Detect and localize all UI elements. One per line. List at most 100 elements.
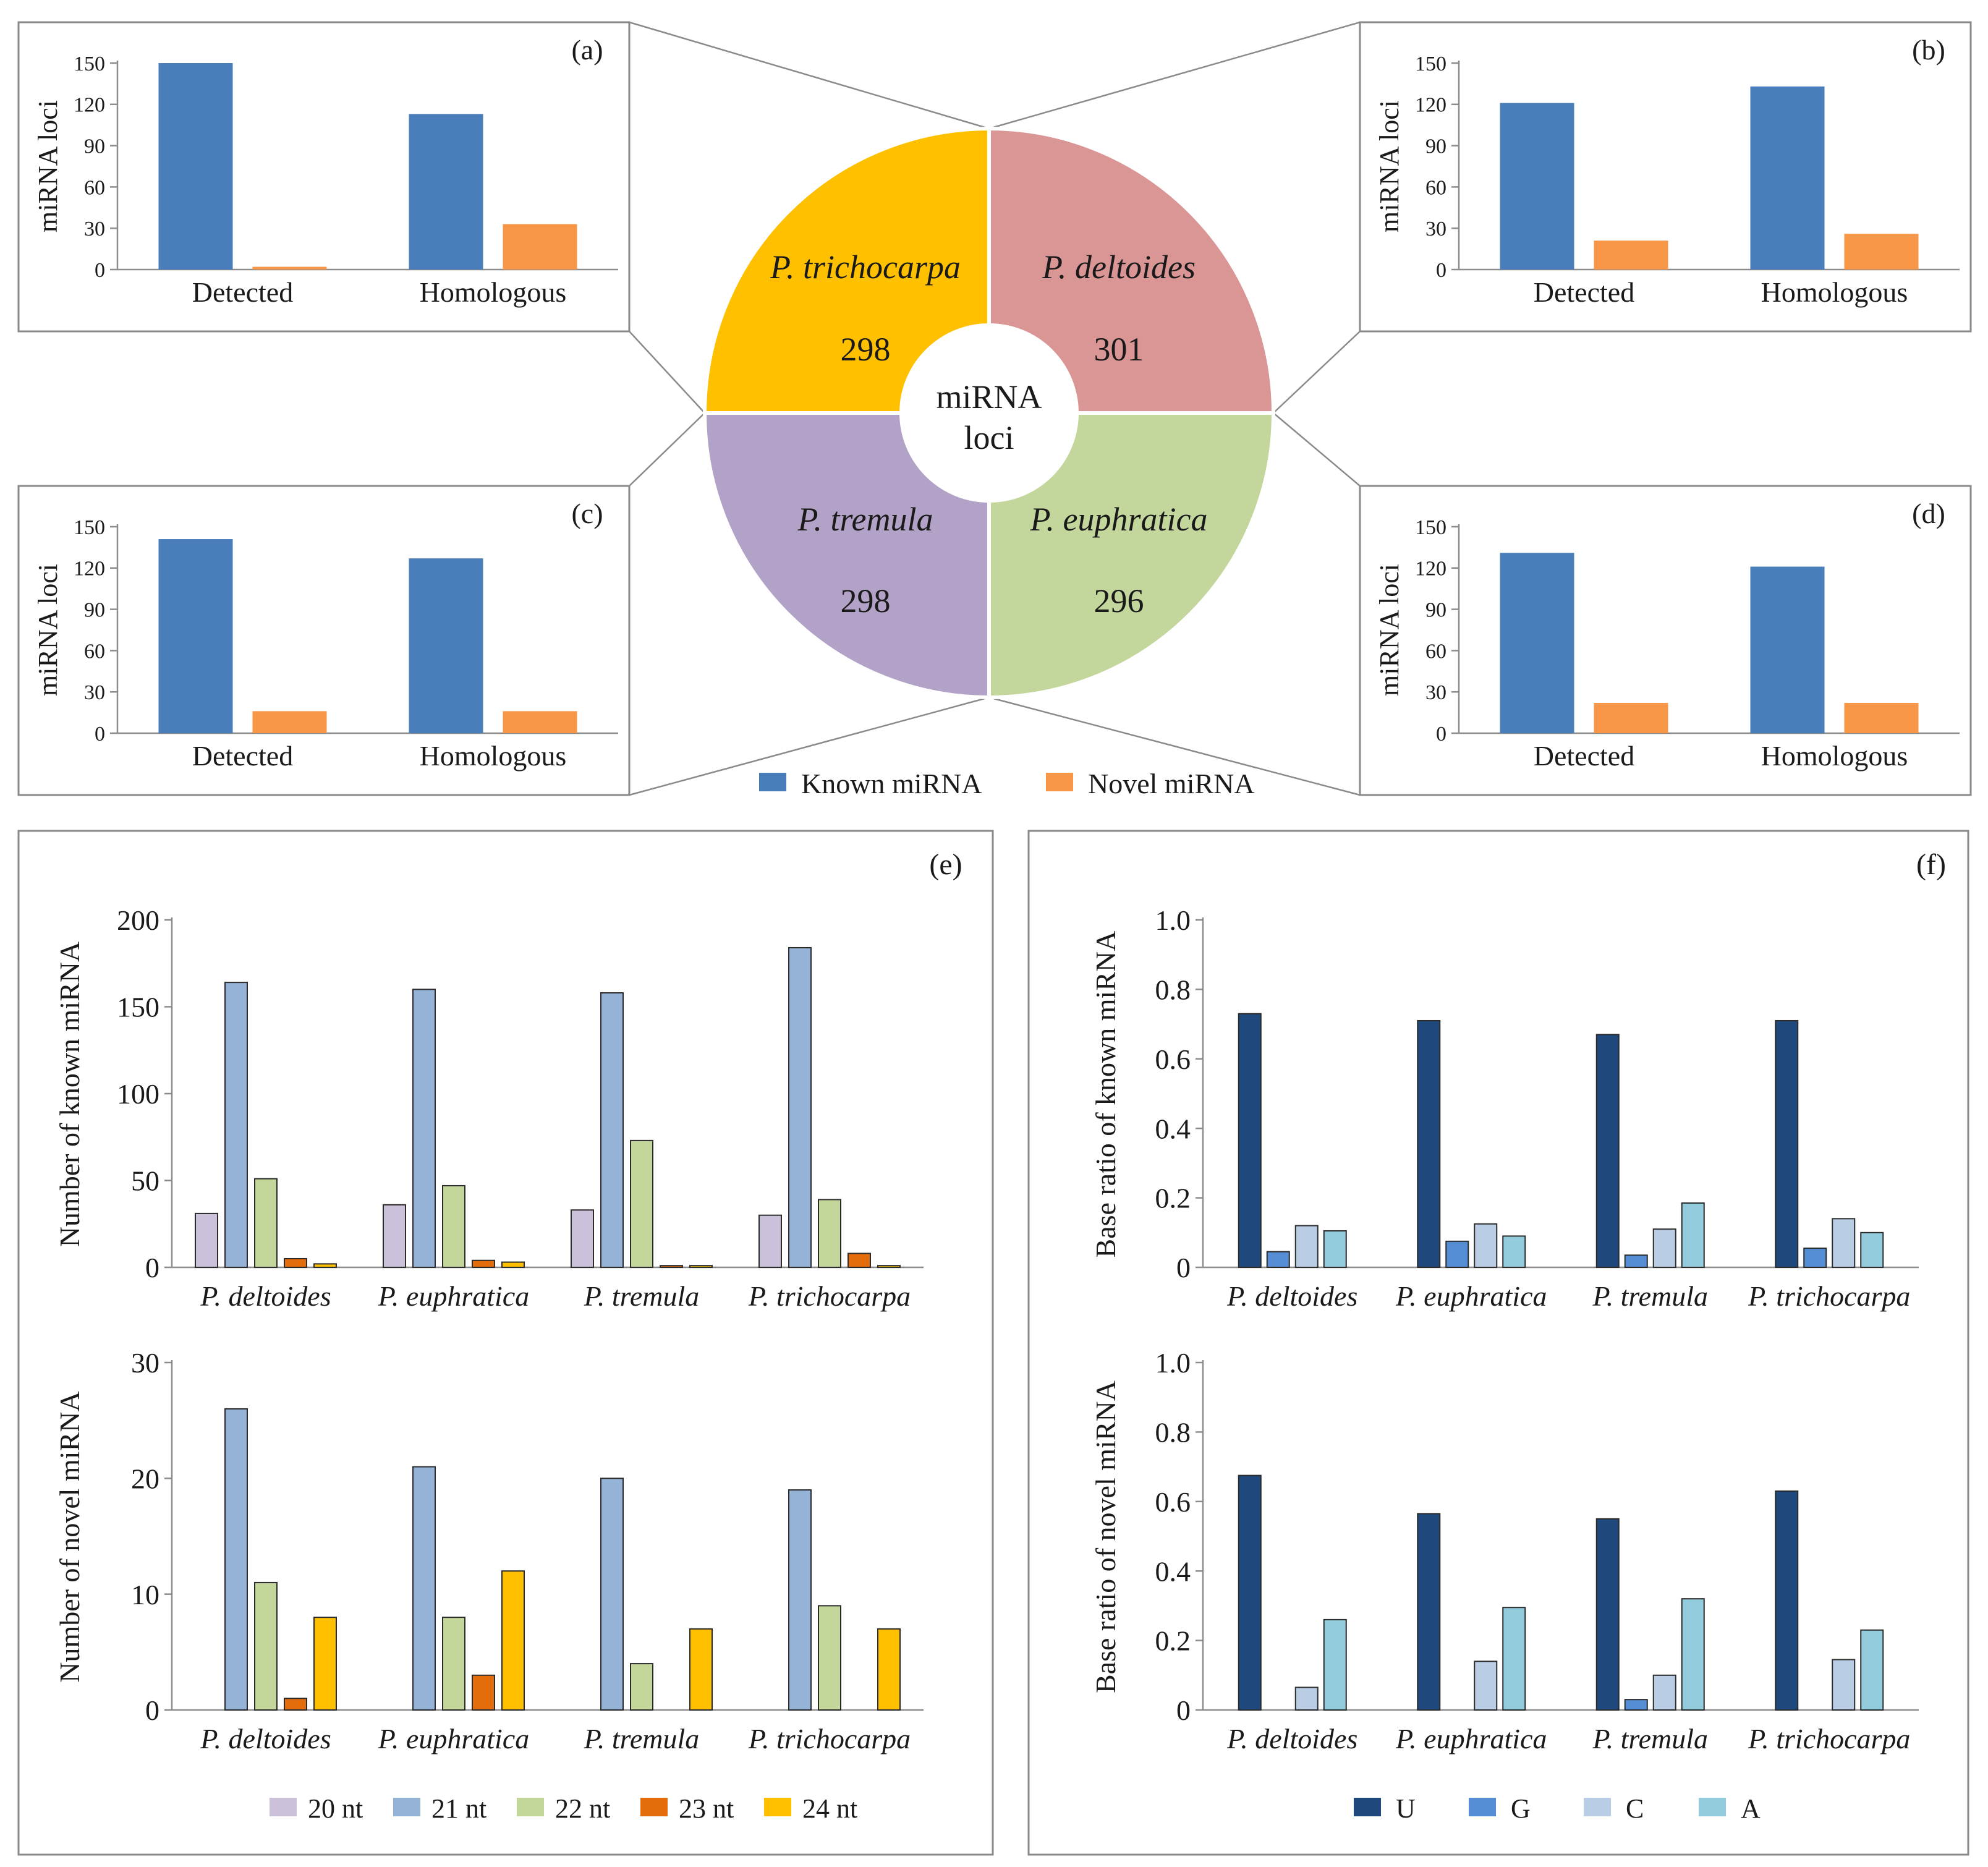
connector-line [1273, 412, 1361, 487]
loci-legend: Known miRNA Novel miRNA [759, 768, 1255, 799]
x-category-label: P. trichocarpa [1748, 1280, 1910, 1312]
x-category-label: Detected [192, 740, 293, 772]
legend-label-24-nt: 24 nt [802, 1793, 857, 1824]
bar-novel-mirna-homologous [1844, 703, 1919, 733]
y-tick-label: 0.6 [1155, 1486, 1191, 1518]
bar-20-nt-p-tremula [571, 1209, 594, 1269]
bar-c-p-deltoides [1294, 1686, 1319, 1711]
y-tick-label: 0.4 [1155, 1555, 1191, 1587]
bar-22-nt-p-deltoides [254, 1178, 278, 1268]
bar-24-nt-p-deltoides [313, 1263, 337, 1269]
bar-g-p-trichocarpa [1803, 1248, 1827, 1268]
x-category-label: P. deltoides [200, 1723, 331, 1754]
bar-22-nt-p-tremula [630, 1663, 653, 1711]
legend-swatch-known [759, 773, 786, 791]
bar-u-p-tremula [1595, 1518, 1620, 1711]
panel-label: (b) [1912, 34, 1945, 66]
bar-novel-mirna-detected [252, 266, 327, 270]
connector-line [629, 412, 705, 487]
connector-line [1273, 331, 1361, 414]
y-tick-label: 120 [1415, 94, 1446, 117]
y-axis-title: miRNA loci [1374, 564, 1404, 696]
bar-23-nt-p-deltoides [284, 1257, 307, 1268]
connector-lines [629, 21, 1361, 796]
bar-22-nt-p-euphratica [442, 1184, 465, 1269]
bar-20-nt-p-deltoides [195, 1212, 218, 1269]
y-tick-label: 90 [1425, 599, 1446, 622]
connector-line [629, 331, 705, 414]
bar-a-p-deltoides [1323, 1618, 1347, 1711]
y-tick-label: 120 [74, 558, 105, 581]
bar-24-nt-p-euphratica [501, 1261, 525, 1268]
y-tick-label: 30 [84, 218, 105, 240]
bar-24-nt-p-deltoides [313, 1617, 337, 1711]
x-category-label: Detected [1534, 276, 1634, 308]
y-tick-label: 120 [74, 94, 105, 117]
bar-known-mirna-homologous [409, 558, 483, 733]
legend-label-base-g: G [1511, 1793, 1531, 1824]
y-tick-label: 90 [1425, 135, 1446, 158]
bar-22-nt-p-deltoides [254, 1581, 278, 1711]
chart-panel-f-novel: 0 0.2 0.4 0.6 0.8 1.0 P. deltoides P. euphratic… [1090, 1347, 1919, 1754]
y-tick-label: 0 [145, 1252, 159, 1283]
y-tick-label: 0.6 [1155, 1044, 1191, 1075]
y-tick-label: 150 [74, 53, 105, 75]
pie-center-hole [901, 325, 1077, 501]
legend-swatch-novel [1046, 773, 1073, 791]
bar-u-p-deltoides [1238, 1474, 1262, 1711]
legend-swatch-base-c [1584, 1798, 1611, 1816]
bar-c-p-euphratica [1474, 1223, 1498, 1268]
x-category-label: Detected [192, 276, 293, 308]
bottom-legends: 20 nt 21 nt 22 nt 23 nt 24 nt U G C A [270, 1793, 1761, 1824]
y-tick-label: 60 [1425, 176, 1446, 199]
chart-panel-c: 0 30 60 90 120 150 Detected Homologous miRNA loc… [33, 498, 618, 772]
bar-g-p-euphratica [1445, 1240, 1469, 1268]
bar-24-nt-p-trichocarpa [877, 1265, 901, 1268]
bar-u-p-trichocarpa [1775, 1019, 1799, 1268]
y-tick-label: 60 [1425, 640, 1446, 663]
legend-swatch-21-nt [393, 1798, 420, 1816]
connector-line [629, 21, 990, 130]
bar-u-p-euphratica [1417, 1513, 1441, 1711]
loci-donut-chart: P. trichocarpa 298 P. deltoides 301 P. tremu… [702, 126, 1276, 700]
panel-frame [17, 485, 631, 796]
y-tick-label: 0 [1436, 259, 1446, 282]
y-tick-label: 150 [1415, 516, 1446, 539]
x-category-label: P. euphratica [378, 1723, 529, 1754]
bar-20-nt-p-euphratica [383, 1204, 406, 1268]
y-tick-label: 1.0 [1155, 904, 1191, 936]
y-tick-label: 90 [84, 135, 105, 158]
bar-novel-mirna-homologous [503, 711, 577, 733]
chart-panel-e-novel: 0 10 20 30 P. deltoides P. euphratica P. tremu… [54, 1347, 924, 1754]
bar-novel-mirna-homologous [1844, 234, 1919, 270]
legend-label-novel: Novel miRNA [1088, 768, 1255, 799]
legend-swatch-base-g [1469, 1798, 1496, 1816]
bar-23-nt-p-trichocarpa [847, 1252, 871, 1269]
pie-value-label: 298 [841, 582, 891, 619]
pie-value-label: 301 [1094, 331, 1144, 368]
bar-novel-mirna-detected [252, 711, 327, 733]
y-tick-label: 50 [131, 1165, 159, 1197]
x-category-label: P. tremula [1592, 1280, 1708, 1312]
bar-c-p-trichocarpa [1832, 1659, 1856, 1711]
y-tick-label: 30 [1425, 681, 1446, 704]
bar-21-nt-p-deltoides [224, 1408, 248, 1711]
bar-known-mirna-homologous [1750, 86, 1825, 270]
bar-24-nt-p-euphratica [501, 1570, 525, 1711]
bar-known-mirna-detected [158, 539, 233, 733]
chart-panel-b: 0 30 60 90 120 150 Detected Homologous miRNA loc… [1374, 34, 1960, 308]
bar-known-mirna-homologous [409, 114, 483, 270]
pie-center-label: loci [964, 419, 1014, 456]
y-tick-label: 0.8 [1155, 974, 1191, 1006]
bar-charts: 0 30 60 90 120 150 Detected Homologous miRNA loc… [33, 34, 1960, 1754]
bar-g-p-deltoides [1266, 1251, 1290, 1268]
connector-line [988, 21, 1361, 130]
y-tick-label: 0.4 [1155, 1113, 1191, 1144]
x-category-label: Homologous [1761, 740, 1908, 772]
bar-24-nt-p-tremula [689, 1628, 713, 1711]
x-category-label: Homologous [1761, 276, 1908, 308]
bar-23-nt-p-deltoides [284, 1698, 307, 1711]
panel-frame [1359, 485, 1972, 796]
y-tick-label: 30 [131, 1347, 159, 1379]
bar-u-p-deltoides [1238, 1013, 1262, 1268]
